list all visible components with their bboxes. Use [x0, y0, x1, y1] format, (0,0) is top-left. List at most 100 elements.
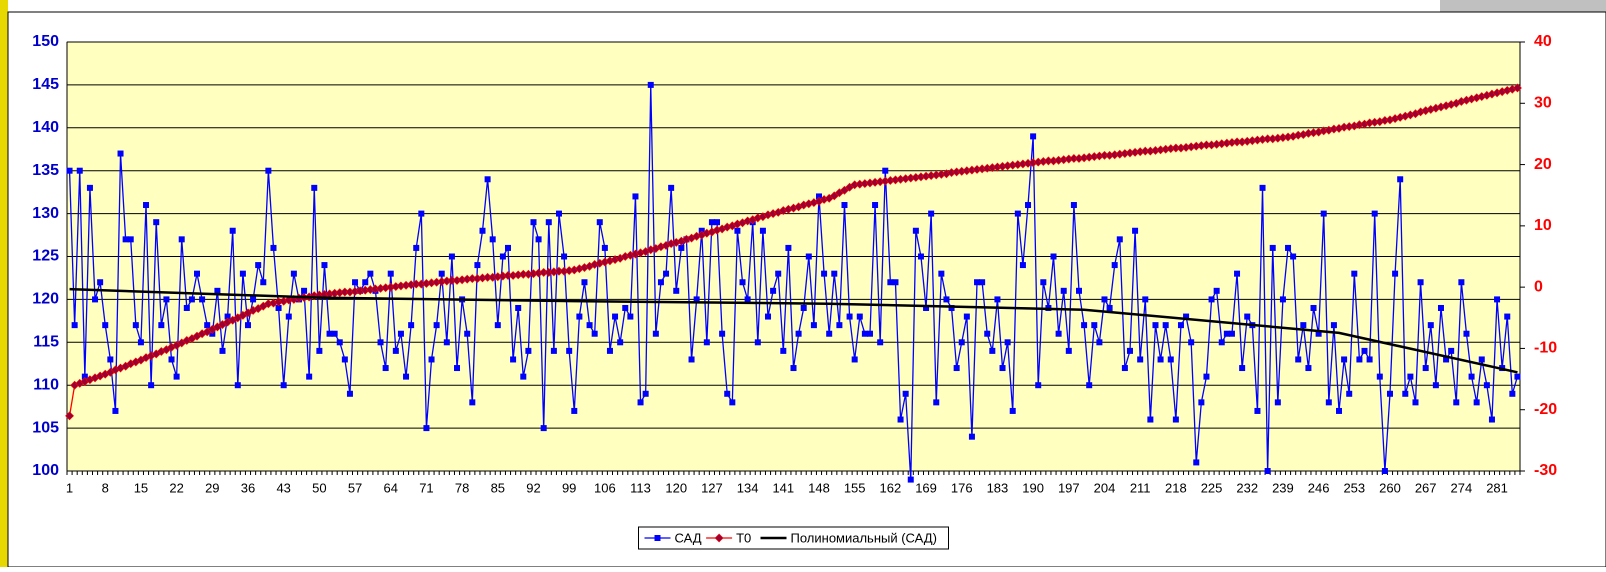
- marker: [775, 270, 782, 277]
- marker: [1386, 390, 1393, 397]
- marker: [617, 339, 624, 346]
- marker: [117, 150, 124, 157]
- marker: [1086, 382, 1093, 389]
- marker: [1351, 270, 1358, 277]
- marker: [1330, 322, 1337, 329]
- x-tick-label: 239: [1272, 480, 1294, 495]
- marker: [887, 279, 894, 286]
- marker: [1432, 382, 1439, 389]
- marker: [1239, 365, 1246, 372]
- marker: [836, 322, 843, 329]
- marker: [76, 167, 83, 174]
- marker: [938, 270, 945, 277]
- marker: [866, 330, 873, 337]
- marker: [403, 373, 410, 380]
- marker: [826, 330, 833, 337]
- x-tick-label: 36: [241, 480, 255, 495]
- marker: [795, 330, 802, 337]
- marker: [1336, 407, 1343, 414]
- marker: [1488, 416, 1495, 423]
- y2-tick-label: -10: [1534, 340, 1557, 357]
- marker: [872, 202, 879, 209]
- marker: [494, 322, 501, 329]
- marker: [1009, 407, 1016, 414]
- y-tick-label: 140: [32, 119, 59, 136]
- marker: [1443, 356, 1450, 363]
- marker: [999, 365, 1006, 372]
- marker: [1463, 330, 1470, 337]
- y-tick-label: 145: [32, 76, 59, 93]
- marker: [520, 373, 527, 380]
- marker: [1172, 416, 1179, 423]
- marker: [423, 425, 430, 432]
- y-tick-label: 100: [32, 462, 59, 479]
- marker: [178, 236, 185, 243]
- marker: [1448, 347, 1455, 354]
- marker: [112, 407, 119, 414]
- x-tick-label: 169: [915, 480, 937, 495]
- marker: [1513, 83, 1522, 93]
- marker: [642, 390, 649, 397]
- x-tick-label: 113: [630, 480, 651, 495]
- marker: [132, 322, 139, 329]
- marker: [663, 270, 670, 277]
- marker: [606, 347, 613, 354]
- marker: [1244, 313, 1251, 320]
- marker: [846, 313, 853, 320]
- marker: [612, 313, 619, 320]
- x-tick-label: 162: [880, 480, 902, 495]
- marker: [1111, 262, 1118, 269]
- series-line: [69, 287, 1518, 374]
- x-tick-label: 85: [491, 480, 505, 495]
- x-tick-label: 232: [1236, 480, 1258, 495]
- marker: [352, 279, 359, 286]
- marker: [714, 219, 721, 226]
- y2-tick-label: 20: [1534, 156, 1552, 173]
- marker: [627, 313, 634, 320]
- marker: [780, 347, 787, 354]
- marker: [484, 176, 491, 183]
- marker: [1279, 296, 1286, 303]
- marker: [86, 184, 93, 191]
- marker: [1208, 296, 1215, 303]
- marker: [1177, 322, 1184, 329]
- marker: [877, 339, 884, 346]
- x-tick-label: 106: [594, 480, 616, 495]
- marker: [1055, 330, 1062, 337]
- marker: [341, 356, 348, 363]
- marker: [1050, 253, 1057, 260]
- x-tick-label: 274: [1451, 480, 1473, 495]
- x-tick-label: 57: [348, 480, 362, 495]
- marker: [346, 390, 353, 397]
- marker: [1320, 210, 1327, 217]
- y2-tick-label: 30: [1534, 95, 1552, 112]
- marker: [316, 347, 323, 354]
- legend-marker: [654, 535, 661, 541]
- y2-tick-label: -30: [1534, 462, 1557, 479]
- marker: [805, 253, 812, 260]
- marker: [290, 270, 297, 277]
- marker: [1234, 270, 1241, 277]
- marker: [102, 322, 109, 329]
- marker: [1325, 399, 1332, 406]
- marker: [984, 330, 991, 337]
- y-tick-label: 105: [32, 419, 59, 436]
- marker: [137, 339, 144, 346]
- marker: [331, 330, 338, 337]
- marker: [1422, 365, 1429, 372]
- marker: [912, 227, 919, 234]
- marker: [143, 202, 150, 209]
- marker: [1341, 356, 1348, 363]
- marker: [1004, 339, 1011, 346]
- x-tick-label: 15: [134, 480, 148, 495]
- marker: [489, 236, 496, 243]
- marker: [1274, 399, 1281, 406]
- x-tick-label: 134: [737, 480, 759, 495]
- x-tick-label: 22: [169, 480, 183, 495]
- marker: [637, 399, 644, 406]
- x-tick-label: 148: [808, 480, 830, 495]
- marker: [1437, 304, 1444, 311]
- marker: [504, 244, 511, 251]
- marker: [770, 287, 777, 294]
